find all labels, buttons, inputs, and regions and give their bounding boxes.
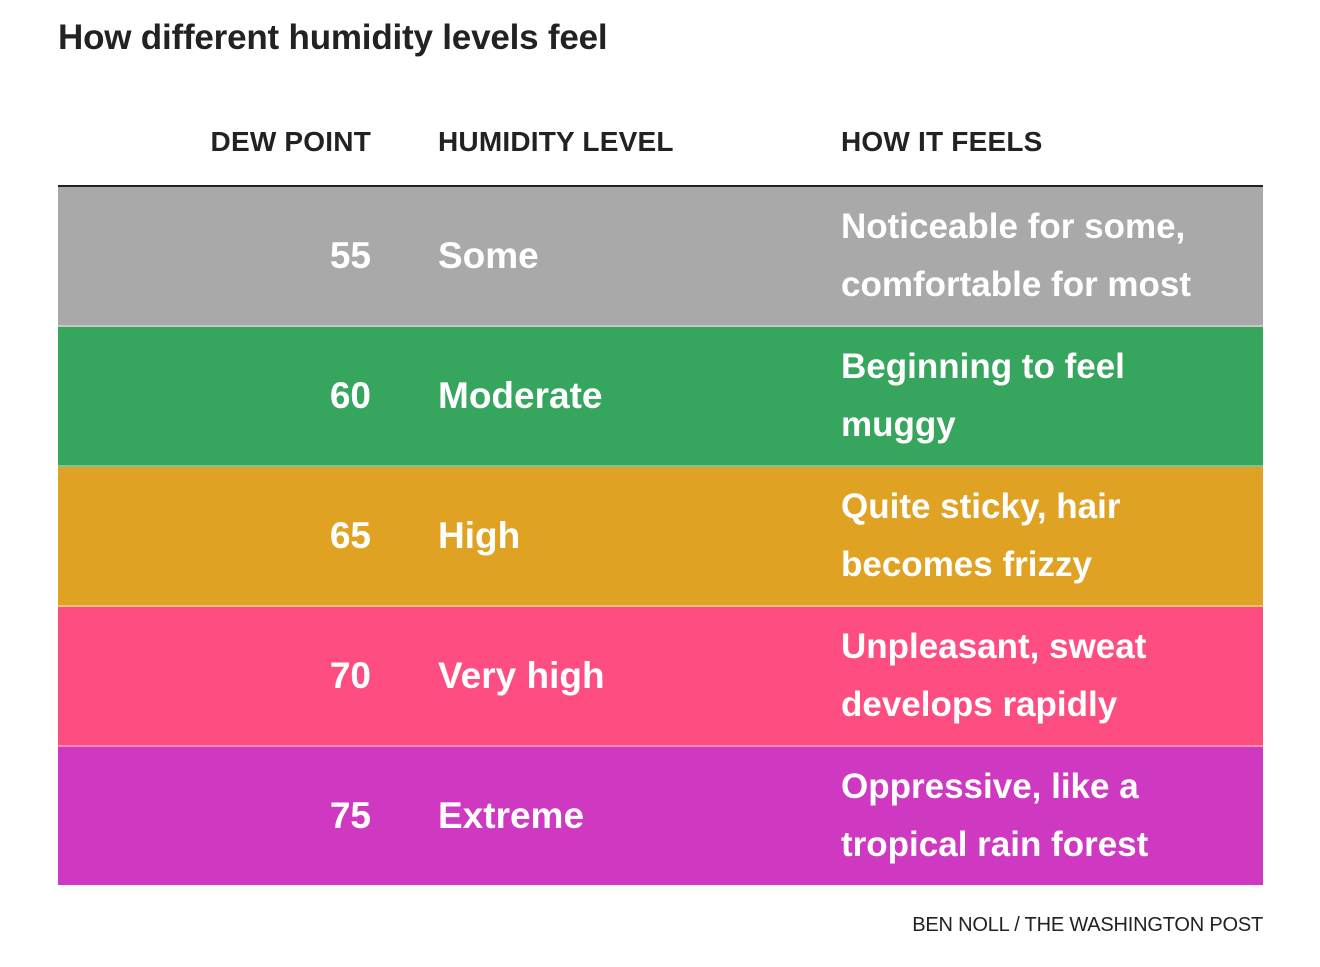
dew-point-value: 60 bbox=[329, 375, 371, 416]
how-it-feels-text: Unpleasant, sweat develops rapidly bbox=[841, 607, 1251, 745]
how-it-feels-text: Quite sticky, hair becomes frizzy bbox=[841, 467, 1251, 605]
how-it-feels-text: Noticeable for some, comfortable for mos… bbox=[841, 187, 1251, 325]
column-header-humidity-level: HUMIDITY LEVEL bbox=[438, 126, 674, 157]
header-divider bbox=[58, 185, 1263, 187]
how-it-feels-line: Beginning to feel bbox=[841, 347, 1125, 386]
humidity-level-label: Extreme bbox=[438, 795, 585, 836]
how-it-feels-text: Oppressive, like a tropical rain forest bbox=[841, 747, 1251, 885]
dew-point-value: 75 bbox=[329, 795, 371, 836]
table-body: 55 Some Noticeable for some, comfortable… bbox=[58, 187, 1263, 885]
how-it-feels-line: Quite sticky, hair bbox=[841, 487, 1121, 526]
table-row: 55 Some Noticeable for some, comfortable… bbox=[58, 187, 1263, 327]
humidity-level-label: Moderate bbox=[438, 375, 603, 416]
table-row: 65 High Quite sticky, hair becomes frizz… bbox=[58, 467, 1263, 607]
how-it-feels-line: Unpleasant, sweat bbox=[841, 627, 1147, 666]
column-header-dew-point: DEW POINT bbox=[210, 126, 371, 157]
how-it-feels-line: develops rapidly bbox=[841, 685, 1118, 724]
how-it-feels-line: comfortable for most bbox=[841, 265, 1192, 304]
humidity-level-label: High bbox=[438, 515, 521, 556]
chart-title: How different humidity levels feel bbox=[58, 18, 608, 57]
table-row: 70 Very high Unpleasant, sweat develops … bbox=[58, 607, 1263, 747]
table-header: DEW POINT HUMIDITY LEVEL HOW IT FEELS bbox=[58, 126, 1263, 170]
how-it-feels-text: Beginning to feel muggy bbox=[841, 327, 1251, 465]
dew-point-value: 65 bbox=[329, 515, 371, 556]
humidity-level-label: Some bbox=[438, 235, 539, 276]
how-it-feels-line: Noticeable for some, bbox=[841, 207, 1186, 246]
how-it-feels-line: tropical rain forest bbox=[841, 825, 1149, 864]
humidity-level-label: Very high bbox=[438, 655, 605, 696]
how-it-feels-line: muggy bbox=[841, 405, 956, 444]
table-row: 60 Moderate Beginning to feel muggy bbox=[58, 327, 1263, 467]
how-it-feels-line: Oppressive, like a bbox=[841, 767, 1139, 806]
source-credit: BEN NOLL / THE WASHINGTON POST bbox=[912, 914, 1263, 936]
how-it-feels-line: becomes frizzy bbox=[841, 545, 1092, 584]
table-row: 75 Extreme Oppressive, like a tropical r… bbox=[58, 747, 1263, 885]
column-header-how-it-feels: HOW IT FEELS bbox=[841, 126, 1043, 157]
dew-point-value: 70 bbox=[329, 655, 371, 696]
dew-point-value: 55 bbox=[329, 235, 371, 276]
